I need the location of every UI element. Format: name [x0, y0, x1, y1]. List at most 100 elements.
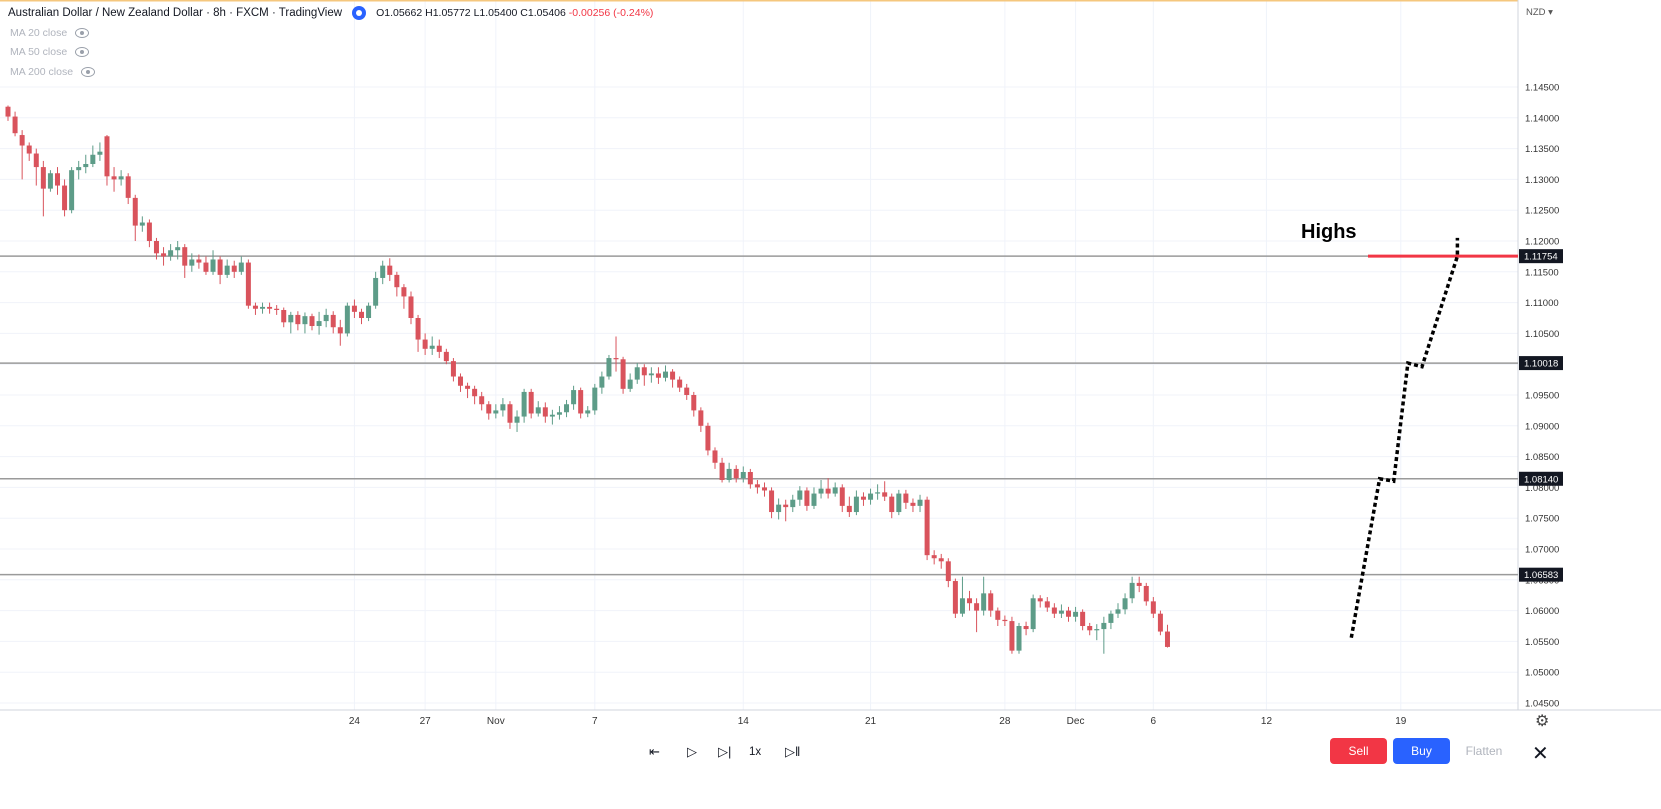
candle-body — [1143, 585, 1149, 602]
candle-body — [26, 145, 32, 154]
candle-body — [288, 314, 294, 323]
indicator-label: MA 50 close — [10, 46, 68, 58]
candle — [493, 404, 499, 419]
candle — [783, 499, 789, 522]
candle-body — [959, 598, 965, 614]
candle — [1129, 576, 1135, 604]
candle — [1150, 597, 1156, 618]
time-tick-label: 12 — [1261, 716, 1273, 727]
ohlc-high: H1.05772 — [425, 7, 471, 19]
indicator-ma20[interactable]: MA 20 close — [10, 27, 90, 39]
step-forward-icon[interactable]: ▷| — [718, 744, 732, 759]
candle — [839, 484, 845, 513]
symbol-title[interactable]: Australian Dollar / New Zealand Dollar ·… — [8, 7, 343, 19]
jump-to-start-icon[interactable]: ⇤ — [649, 744, 660, 759]
candle — [69, 167, 75, 214]
play-icon[interactable]: ▷ — [687, 744, 697, 759]
candle-body — [620, 359, 626, 389]
indicator-ma200[interactable]: MA 200 close — [10, 66, 96, 78]
candle — [726, 462, 732, 483]
live-icon[interactable] — [352, 6, 367, 20]
candle — [889, 493, 895, 519]
candle-body — [747, 472, 753, 485]
price-tick-label: 1.07500 — [1525, 514, 1559, 525]
candle-body — [733, 468, 739, 479]
candle-body — [825, 488, 831, 494]
candle — [83, 154, 89, 174]
projected-path-line — [1349, 237, 1460, 639]
price-axis[interactable]: 1.14500 1.14000 1.13500 1.13000 1.12500 1.120… — [1519, 83, 1563, 710]
candle — [196, 254, 202, 269]
candle — [698, 407, 704, 432]
sell-button[interactable]: Sell — [1330, 738, 1387, 764]
candle-body — [196, 259, 202, 263]
price-tick-label: 1.08500 — [1525, 452, 1559, 463]
candle-body — [1115, 609, 1121, 614]
candle-body — [281, 309, 287, 323]
ohlc-open: O1.05662 — [376, 7, 423, 19]
candle-body — [634, 367, 640, 380]
candle-body — [344, 305, 350, 334]
candle-body — [938, 558, 944, 562]
candle — [1122, 593, 1128, 615]
candle — [1143, 582, 1149, 606]
time-axis[interactable]: 24 27 Nov 7 14 21 28 Dec 6 12 19 — [349, 716, 1407, 727]
candle — [797, 486, 803, 506]
candle-body — [868, 493, 874, 500]
indicator-ma50[interactable]: MA 50 close — [10, 46, 90, 58]
speed-button[interactable]: 1x — [749, 746, 762, 758]
candle-body — [981, 593, 987, 611]
candle-body — [896, 493, 902, 513]
candle — [380, 260, 386, 285]
candle — [260, 302, 266, 314]
candle — [790, 494, 796, 513]
currency-selector[interactable]: NZD ▾ — [1526, 7, 1553, 18]
candle — [818, 480, 824, 499]
candle — [76, 160, 82, 180]
candle-body — [267, 306, 273, 309]
buy-button[interactable]: Buy — [1393, 738, 1450, 764]
gear-icon[interactable]: ⚙ — [1535, 713, 1550, 730]
candle — [486, 401, 492, 420]
candle — [868, 488, 874, 505]
candle — [359, 308, 364, 325]
candle — [627, 373, 633, 392]
candle — [1066, 606, 1071, 622]
candle-body — [182, 247, 188, 266]
candle-body — [790, 499, 796, 508]
candle — [1009, 616, 1015, 654]
candle — [882, 481, 888, 501]
candle — [337, 319, 343, 346]
candle-body — [217, 259, 223, 275]
candle-body — [83, 164, 89, 168]
eye-icon[interactable] — [75, 28, 90, 38]
candle — [479, 391, 485, 411]
jump-to-realtime-icon[interactable]: ▷‖ — [785, 744, 801, 759]
chart-grid — [0, 0, 1661, 711]
candle-body — [818, 488, 824, 494]
candle — [945, 558, 951, 588]
candle — [663, 365, 669, 382]
candle — [217, 256, 223, 285]
candle — [387, 258, 393, 282]
candle — [896, 489, 902, 516]
candle — [401, 284, 407, 309]
candle — [528, 388, 534, 419]
candle-body — [783, 504, 789, 508]
candle-body — [486, 404, 492, 414]
candle — [153, 237, 159, 260]
candle-body — [769, 490, 775, 513]
candle-body — [111, 176, 117, 180]
close-icon[interactable]: ✕ — [1532, 743, 1549, 765]
candle — [769, 487, 775, 519]
candle-body — [528, 391, 534, 414]
candle-body — [655, 373, 661, 378]
flatten-button[interactable]: Flatten — [1465, 744, 1503, 758]
candle — [1136, 576, 1142, 593]
top-border — [0, 0, 1518, 2]
eye-icon[interactable] — [75, 47, 90, 57]
time-tick-label: 19 — [1395, 716, 1407, 727]
eye-icon[interactable] — [81, 67, 96, 77]
time-tick-label: 21 — [865, 716, 877, 727]
